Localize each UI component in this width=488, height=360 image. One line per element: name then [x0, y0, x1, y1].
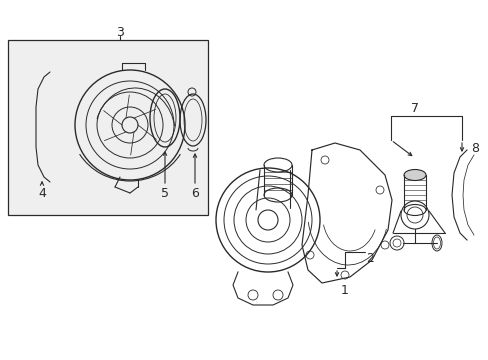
Text: 4: 4: [38, 186, 46, 199]
Text: 6: 6: [191, 186, 199, 199]
Text: 7: 7: [410, 102, 418, 114]
Text: 2: 2: [366, 252, 373, 265]
Text: 3: 3: [116, 26, 123, 39]
Ellipse shape: [403, 170, 425, 180]
Text: 8: 8: [470, 141, 478, 154]
Text: 1: 1: [340, 284, 348, 297]
Text: 5: 5: [161, 186, 169, 199]
Bar: [8, 40, 207, 215]
